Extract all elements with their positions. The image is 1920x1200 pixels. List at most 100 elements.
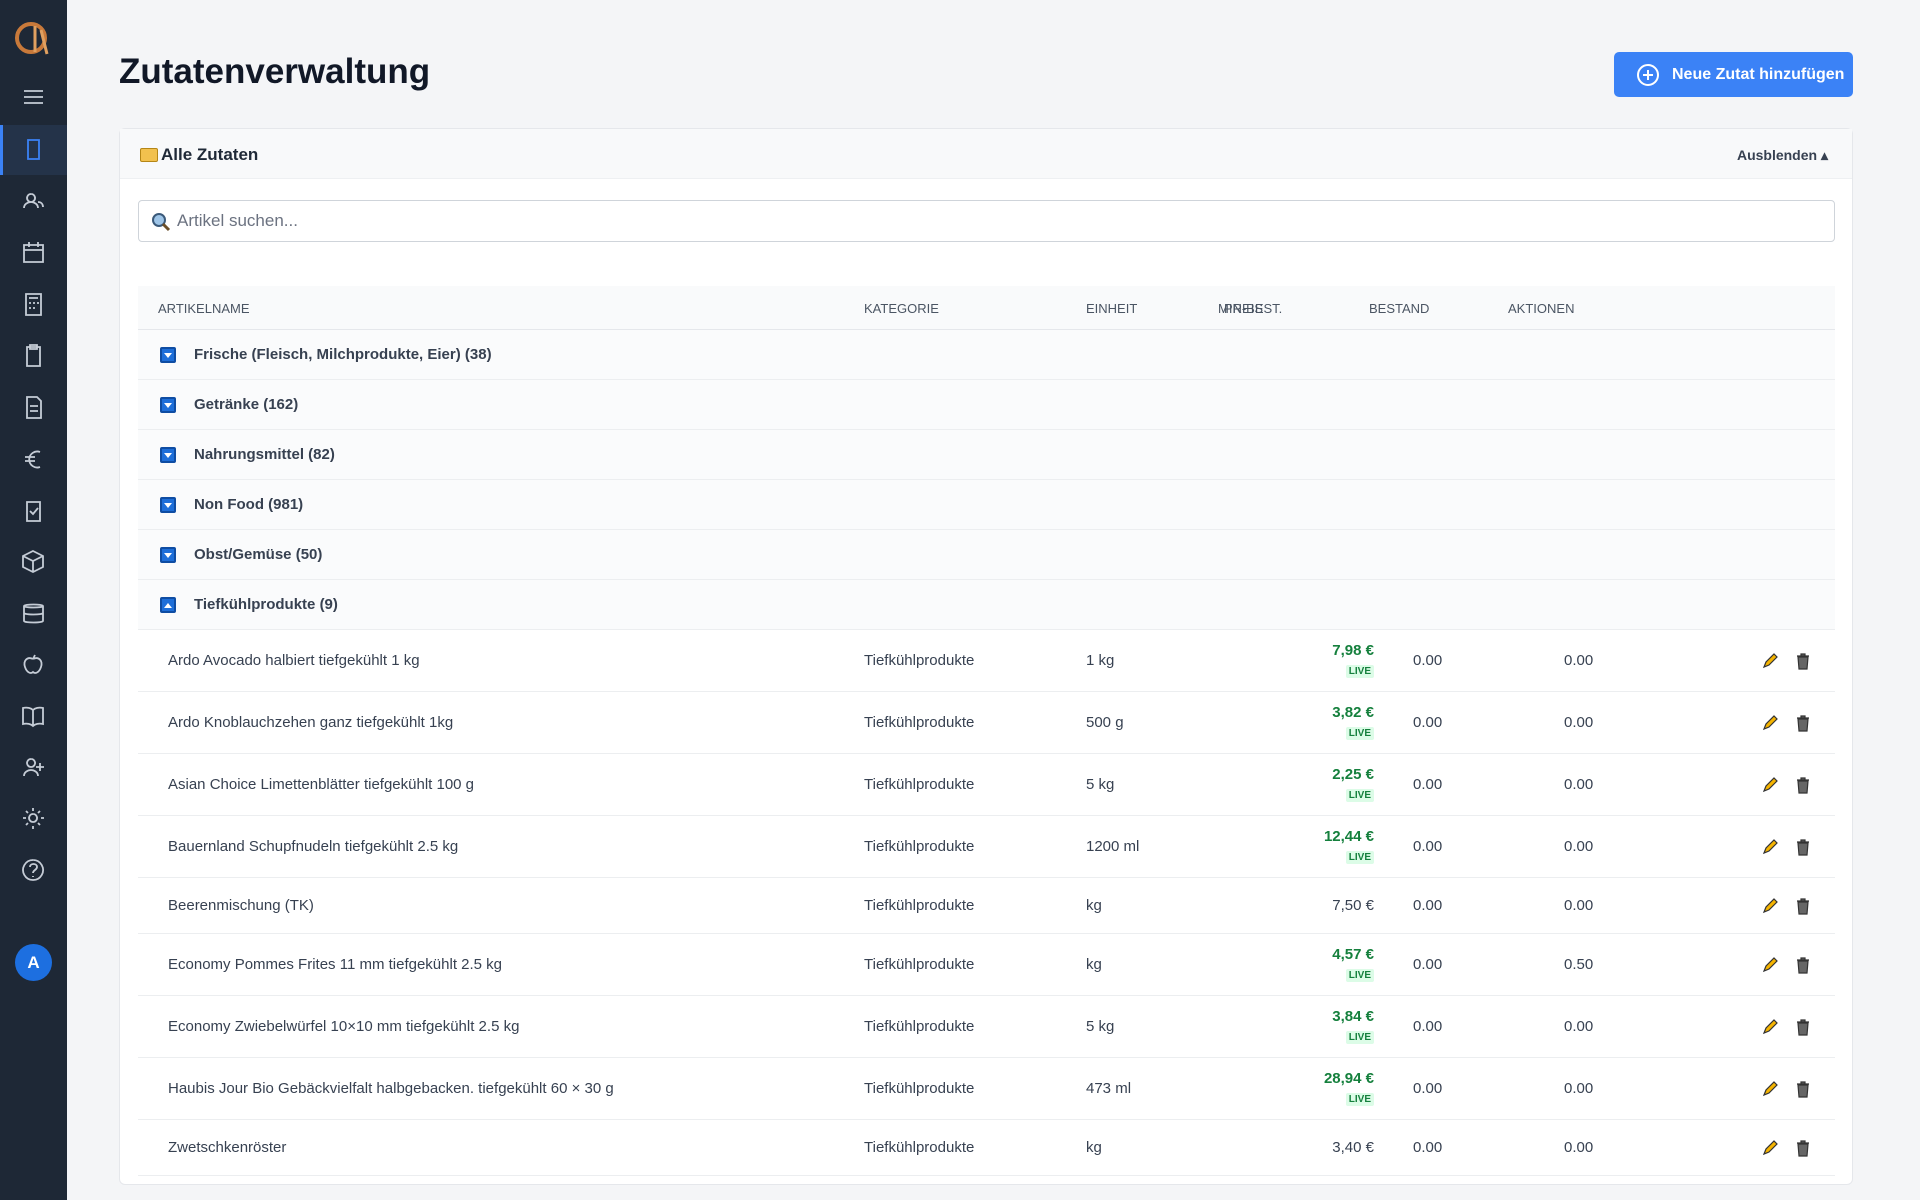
group-toggle[interactable] xyxy=(160,547,176,563)
nav-icon[interactable] xyxy=(20,136,47,163)
column-header: MIN-BEST. xyxy=(1218,301,1283,316)
nav-icon[interactable] xyxy=(20,446,47,473)
icon-graphic xyxy=(26,501,41,522)
edit-button[interactable] xyxy=(1761,897,1779,915)
nav-icon[interactable] xyxy=(20,188,47,215)
ingredient-row: Haubis Jour Bio Gebäckvielfalt halbgebac… xyxy=(138,1058,1835,1120)
delete-button[interactable] xyxy=(1794,1139,1812,1157)
ingredient-name: Haubis Jour Bio Gebäckvielfalt halbgebac… xyxy=(168,1080,614,1097)
ingredient-name: Economy Pommes Frites 11 mm tiefgekühlt … xyxy=(168,956,503,973)
ingredient-row: Zwetschkenröster Tiefkühlprodukte kg 3,40 €… xyxy=(138,1120,1835,1176)
ingredient-unit: kg xyxy=(1086,956,1102,973)
group-label: Tiefkühlprodukte (9) xyxy=(194,596,338,613)
search-placeholder: Artikel suchen... xyxy=(177,211,298,230)
column-header: PREIS xyxy=(1224,301,1264,316)
group-toggle[interactable] xyxy=(160,447,176,463)
delete-button[interactable] xyxy=(1794,714,1812,732)
ingredient-row: Economy Pommes Frites 11 mm tiefgekühlt … xyxy=(138,934,1835,996)
ingredient-row: Ardo Avocado halbiert tiefgekühlt 1 kg Ti… xyxy=(138,630,1835,692)
nav-icon[interactable] xyxy=(20,805,47,832)
group-toggle[interactable] xyxy=(160,497,176,513)
pencil-icon xyxy=(1762,839,1778,855)
icon-graphic xyxy=(23,193,44,209)
group-label: Obst/Gemüse (50) xyxy=(194,546,323,563)
nav-icon[interactable] xyxy=(20,84,47,111)
category-group[interactable]: Frische (Fleisch, Milchprodukte, Eier) (… xyxy=(138,330,1835,380)
ingredients-panel: Alle Zutaten Ausblenden ▴ Artikel suchen… xyxy=(119,128,1853,1185)
column-header: BESTAND xyxy=(1369,301,1430,316)
pencil-icon xyxy=(1762,777,1778,793)
ingredient-row: Bauernland Schupfnudeln tiefgekühlt 2.5 … xyxy=(138,816,1835,878)
min-stock: 0.00 xyxy=(1413,838,1443,855)
add-ingredient-button[interactable]: Neue Zutat hinzufügen xyxy=(1614,52,1853,97)
delete-button[interactable] xyxy=(1794,838,1812,856)
group-toggle[interactable] xyxy=(160,347,176,363)
nav-icon[interactable] xyxy=(20,239,47,266)
ingredient-row: Asian Choice Limettenblätter tiefgekühlt… xyxy=(138,754,1835,816)
edit-button[interactable] xyxy=(1761,1139,1779,1157)
nav-icon[interactable] xyxy=(20,651,47,678)
category-group[interactable]: Nahrungsmittel (82) xyxy=(138,430,1835,480)
trash-icon xyxy=(1797,715,1809,732)
delete-button[interactable] xyxy=(1794,897,1812,915)
edit-button[interactable] xyxy=(1761,956,1779,974)
edit-button[interactable] xyxy=(1761,1018,1779,1036)
group-label: Frische (Fleisch, Milchprodukte, Eier) (… xyxy=(194,346,492,363)
delete-button[interactable] xyxy=(1794,652,1812,670)
delete-button[interactable] xyxy=(1794,956,1812,974)
live-badge: LIVE xyxy=(1345,1093,1374,1106)
category-group[interactable]: Obst/Gemüse (50) xyxy=(138,530,1835,580)
nav-icon[interactable] xyxy=(20,548,47,575)
ingredient-price: 2,25 € xyxy=(1332,766,1374,783)
edit-button[interactable] xyxy=(1761,652,1779,670)
delete-button[interactable] xyxy=(1794,776,1812,794)
toggle-arrow xyxy=(164,603,172,608)
edit-button[interactable] xyxy=(1761,838,1779,856)
edit-button[interactable] xyxy=(1761,714,1779,732)
stock: 0.00 xyxy=(1564,1018,1594,1035)
trash-icon xyxy=(1797,1081,1809,1098)
nav-icon[interactable] xyxy=(20,497,47,524)
ingredient-price: 3,40 € xyxy=(1332,1139,1374,1156)
category-group[interactable]: Non Food (981) xyxy=(138,480,1835,530)
category-group[interactable]: Tiefkühlprodukte (9) xyxy=(138,580,1835,630)
nav-icon[interactable] xyxy=(20,703,47,730)
plus-icon xyxy=(1637,64,1659,86)
nav-icon[interactable] xyxy=(20,394,47,421)
nav-icon[interactable] xyxy=(20,600,47,627)
nav-icon[interactable] xyxy=(20,857,47,884)
nav-icon[interactable] xyxy=(20,754,47,781)
category-group[interactable]: Getränke (162) xyxy=(138,380,1835,430)
pencil-icon xyxy=(1762,1081,1778,1097)
collapse-toggle[interactable]: Ausblenden ▴ xyxy=(1736,147,1828,163)
user-avatar[interactable]: A xyxy=(15,944,52,981)
group-label: Non Food (981) xyxy=(194,496,304,513)
search-icon xyxy=(152,213,171,232)
ingredient-category: Tiefkühlprodukte xyxy=(864,838,975,855)
ingredient-price: 7,98 € xyxy=(1332,642,1374,659)
stock: 0.00 xyxy=(1564,838,1594,855)
group-toggle[interactable] xyxy=(160,597,176,613)
delete-button[interactable] xyxy=(1794,1018,1812,1036)
stock: 0.00 xyxy=(1564,776,1594,793)
trash-icon xyxy=(1797,898,1809,915)
toggle-arrow xyxy=(164,453,172,458)
delete-button[interactable] xyxy=(1794,1080,1812,1098)
ingredient-price: 28,94 € xyxy=(1323,1070,1374,1087)
trash-icon xyxy=(1797,777,1809,794)
edit-button[interactable] xyxy=(1761,776,1779,794)
group-toggle[interactable] xyxy=(160,397,176,413)
nav-icon[interactable] xyxy=(20,291,47,318)
search-input[interactable]: Artikel suchen... xyxy=(138,200,1835,242)
stock: 0.00 xyxy=(1564,897,1594,914)
ingredient-price: 3,82 € xyxy=(1332,704,1374,721)
icon-graphic xyxy=(26,344,41,367)
min-stock: 0.00 xyxy=(1413,776,1443,793)
live-badge: LIVE xyxy=(1345,789,1374,802)
edit-button[interactable] xyxy=(1761,1080,1779,1098)
pencil-icon xyxy=(1762,653,1778,669)
nav-icon[interactable] xyxy=(20,342,47,369)
live-badge: LIVE xyxy=(1345,851,1374,864)
